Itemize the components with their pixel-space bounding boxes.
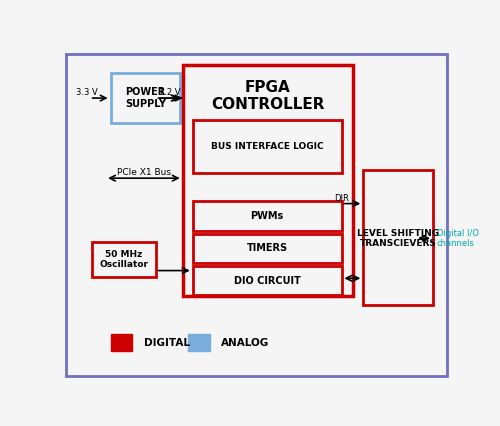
Text: ANALOG: ANALOG: [222, 338, 270, 348]
Text: 3.3 V: 3.3 V: [76, 88, 98, 97]
Bar: [192, 266, 342, 295]
Text: DIO CIRCUIT: DIO CIRCUIT: [234, 276, 300, 285]
Bar: [192, 201, 342, 230]
Bar: [110, 334, 132, 351]
Bar: [92, 242, 156, 277]
Bar: [363, 170, 433, 305]
Text: PCIe X1 Bus: PCIe X1 Bus: [117, 167, 171, 176]
Bar: [110, 73, 180, 123]
Bar: [182, 65, 353, 296]
Text: PWMs: PWMs: [250, 211, 284, 221]
Bar: [188, 334, 210, 351]
Text: FPGA
CONTROLLER: FPGA CONTROLLER: [211, 80, 324, 112]
Text: LEVEL SHIFTING
TRANSCIEVERS: LEVEL SHIFTING TRANSCIEVERS: [357, 228, 439, 248]
Text: TIMERS: TIMERS: [246, 243, 288, 253]
Text: BUS INTERFACE LOGIC: BUS INTERFACE LOGIC: [211, 142, 324, 151]
Text: POWER
SUPPLY: POWER SUPPLY: [125, 87, 166, 109]
Text: 1.2 V: 1.2 V: [160, 88, 181, 97]
Text: 50 MHz
Oscillator: 50 MHz Oscillator: [99, 250, 148, 270]
Bar: [192, 121, 342, 173]
Bar: [192, 233, 342, 263]
Text: DIR: DIR: [334, 194, 348, 204]
Text: DIGITAL: DIGITAL: [144, 338, 190, 348]
Text: Digital I/O
channels: Digital I/O channels: [437, 228, 479, 248]
